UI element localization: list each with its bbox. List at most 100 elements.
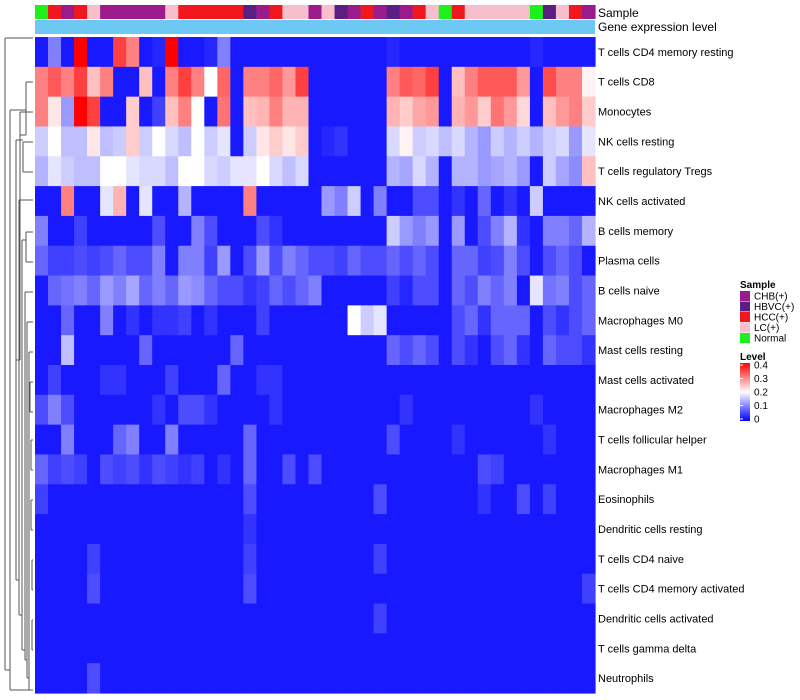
heatmap-cell	[113, 245, 127, 277]
heatmap-cell	[191, 514, 205, 545]
heatmap-cell	[581, 66, 596, 98]
heatmap-cell	[191, 66, 205, 98]
heatmap-cell	[48, 514, 62, 545]
heatmap-cell	[87, 96, 101, 128]
heatmap-cell	[87, 66, 101, 98]
heatmap-cell	[464, 603, 479, 634]
heatmap-cell	[425, 514, 440, 545]
heatmap-cell	[425, 37, 440, 68]
heatmap-cell	[308, 186, 323, 217]
heatmap-cell	[74, 245, 88, 277]
heatmap-cell	[542, 37, 557, 68]
heatmap-cell	[477, 66, 492, 98]
heatmap-cell	[256, 603, 271, 634]
heatmap-cell	[321, 96, 336, 128]
heatmap-cell	[334, 96, 349, 128]
heatmap-cell	[217, 305, 231, 336]
heatmap-cell	[425, 663, 440, 694]
sample-annotation-cell	[399, 5, 414, 19]
heatmap-cell	[178, 394, 192, 426]
heatmap-cell	[451, 186, 466, 217]
heatmap-cell	[230, 633, 244, 664]
heatmap-cell	[321, 454, 336, 485]
heatmap-cell	[399, 215, 414, 247]
heatmap-cell	[347, 573, 362, 605]
heatmap-cell	[126, 573, 140, 605]
heatmap-cell	[542, 186, 557, 217]
heatmap-cell	[191, 96, 205, 128]
heatmap-cell	[139, 573, 153, 605]
heatmap-cell	[529, 663, 544, 694]
sample-legend-label: HBVC(+)	[754, 302, 794, 313]
heatmap-cell	[256, 37, 271, 68]
sample-annotation-cell	[334, 5, 349, 19]
heatmap-cell	[61, 633, 75, 664]
heatmap-cell	[542, 454, 557, 485]
heatmap-cell	[152, 573, 166, 605]
heatmap-cell	[126, 156, 140, 187]
heatmap-cell	[477, 245, 492, 277]
heatmap-cell	[438, 514, 453, 545]
heatmap-cell	[74, 335, 88, 366]
heatmap-cell	[113, 573, 127, 605]
heatmap-cell	[425, 335, 440, 366]
heatmap-cell	[321, 37, 336, 68]
heatmap-cell	[113, 633, 127, 664]
heatmap-cell	[282, 245, 297, 277]
heatmap-cell	[542, 305, 557, 336]
heatmap-cell	[269, 186, 284, 217]
heatmap-cell	[477, 484, 492, 515]
heatmap-cell	[399, 454, 414, 485]
heatmap-cell	[321, 573, 336, 605]
heatmap-cell	[347, 37, 362, 68]
heatmap-cell	[256, 365, 271, 396]
heatmap-cell	[542, 663, 557, 694]
heatmap-cell	[477, 663, 492, 694]
heatmap-cell	[61, 245, 75, 277]
row-label: Monocytes	[598, 107, 652, 119]
heatmap-cell	[360, 335, 375, 366]
sample-annotation-cell	[503, 5, 518, 19]
heatmap-cell	[74, 663, 88, 694]
heatmap-cell	[204, 365, 218, 396]
heatmap-cell	[464, 186, 479, 217]
heatmap-cell	[204, 633, 218, 664]
heatmap-cell	[425, 66, 440, 98]
heatmap-cell	[126, 424, 140, 456]
heatmap-cell	[399, 424, 414, 456]
heatmap-cell	[412, 156, 427, 187]
heatmap-cell	[542, 365, 557, 396]
heatmap-cell	[503, 514, 518, 545]
heatmap-cell	[204, 394, 218, 426]
heatmap-cell	[334, 603, 349, 634]
heatmap-cell	[152, 543, 166, 575]
heatmap-cell	[490, 454, 505, 485]
heatmap-cell	[191, 365, 205, 396]
heatmap-cell	[334, 663, 349, 694]
heatmap-cell	[360, 663, 375, 694]
heatmap-cell	[269, 126, 284, 157]
heatmap-cell	[61, 543, 75, 575]
heatmap-cell	[555, 335, 570, 366]
heatmap-cell	[308, 66, 323, 98]
heatmap-cell	[438, 394, 453, 426]
heatmap-cell	[568, 96, 583, 128]
heatmap-cell	[35, 484, 49, 515]
heatmap-cell	[269, 424, 284, 456]
heatmap-cell	[529, 394, 544, 426]
heatmap-cell	[308, 305, 323, 336]
heatmap-cell	[126, 37, 140, 68]
heatmap-cell	[295, 394, 310, 426]
heatmap-cell	[165, 156, 179, 187]
heatmap-cell	[373, 514, 388, 545]
heatmap-cell	[87, 37, 101, 68]
heatmap-cell	[191, 215, 205, 247]
heatmap-cell	[61, 215, 75, 247]
heatmap-cell	[87, 245, 101, 277]
heatmap-cell	[386, 156, 401, 187]
heatmap-cell	[425, 186, 440, 217]
heatmap-cell	[308, 365, 323, 396]
heatmap-cell	[451, 66, 466, 98]
heatmap-cell	[555, 37, 570, 68]
heatmap-cell	[269, 335, 284, 366]
